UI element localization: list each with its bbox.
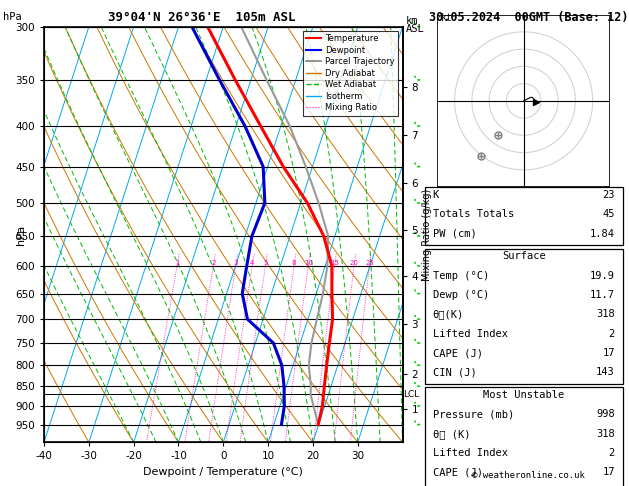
- Text: 8: 8: [292, 260, 296, 266]
- Text: 23: 23: [603, 190, 615, 200]
- Text: LCL: LCL: [403, 390, 420, 399]
- Text: 1: 1: [175, 260, 179, 266]
- Text: Dewp (°C): Dewp (°C): [433, 290, 489, 300]
- X-axis label: Dewpoint / Temperature (°C): Dewpoint / Temperature (°C): [143, 467, 303, 477]
- Text: kt: kt: [441, 14, 453, 23]
- Bar: [425, 248, 623, 384]
- Text: © weatheronline.co.uk: © weatheronline.co.uk: [472, 471, 585, 480]
- Text: PW (cm): PW (cm): [433, 228, 476, 239]
- Bar: [425, 387, 623, 486]
- Text: CIN (J): CIN (J): [433, 367, 476, 377]
- Text: hPa: hPa: [3, 12, 22, 22]
- Text: 10: 10: [304, 260, 313, 266]
- Text: 15: 15: [330, 260, 339, 266]
- Text: 318: 318: [596, 429, 615, 439]
- Text: 143: 143: [596, 367, 615, 377]
- Text: Pressure (mb): Pressure (mb): [433, 409, 514, 419]
- Text: 17: 17: [603, 468, 615, 477]
- Text: km: km: [406, 16, 418, 26]
- Y-axis label: Mixing Ratio (g/kg): Mixing Ratio (g/kg): [423, 189, 432, 280]
- Text: Surface: Surface: [502, 251, 545, 261]
- Text: 20: 20: [350, 260, 359, 266]
- Legend: Temperature, Dewpoint, Parcel Trajectory, Dry Adiabat, Wet Adiabat, Isotherm, Mi: Temperature, Dewpoint, Parcel Trajectory…: [303, 31, 398, 116]
- Text: 39°04'N 26°36'E  105m ASL: 39°04'N 26°36'E 105m ASL: [108, 11, 295, 24]
- Text: 17: 17: [603, 348, 615, 358]
- Text: ASL: ASL: [406, 24, 425, 35]
- Text: K: K: [433, 190, 439, 200]
- Text: hPa: hPa: [16, 225, 26, 244]
- Text: 2: 2: [608, 329, 615, 339]
- Text: 25: 25: [365, 260, 374, 266]
- Text: 19.9: 19.9: [590, 271, 615, 281]
- Text: 2: 2: [211, 260, 216, 266]
- Text: 3: 3: [233, 260, 238, 266]
- Text: 5: 5: [264, 260, 267, 266]
- Text: 11.7: 11.7: [590, 290, 615, 300]
- Text: 30.05.2024  00GMT (Base: 12): 30.05.2024 00GMT (Base: 12): [428, 11, 628, 24]
- Text: Temp (°C): Temp (°C): [433, 271, 489, 281]
- Text: 318: 318: [596, 310, 615, 319]
- Text: Totals Totals: Totals Totals: [433, 209, 514, 219]
- Text: Most Unstable: Most Unstable: [483, 390, 564, 400]
- Text: 1.84: 1.84: [590, 228, 615, 239]
- Text: CAPE (J): CAPE (J): [433, 348, 482, 358]
- Text: θᴄ(K): θᴄ(K): [433, 310, 464, 319]
- Text: Lifted Index: Lifted Index: [433, 329, 508, 339]
- Text: 2: 2: [608, 448, 615, 458]
- Text: CAPE (J): CAPE (J): [433, 468, 482, 477]
- Text: 4: 4: [250, 260, 255, 266]
- Text: 45: 45: [603, 209, 615, 219]
- Text: Lifted Index: Lifted Index: [433, 448, 508, 458]
- Text: θᴄ (K): θᴄ (K): [433, 429, 470, 439]
- Bar: [425, 187, 623, 245]
- Text: 998: 998: [596, 409, 615, 419]
